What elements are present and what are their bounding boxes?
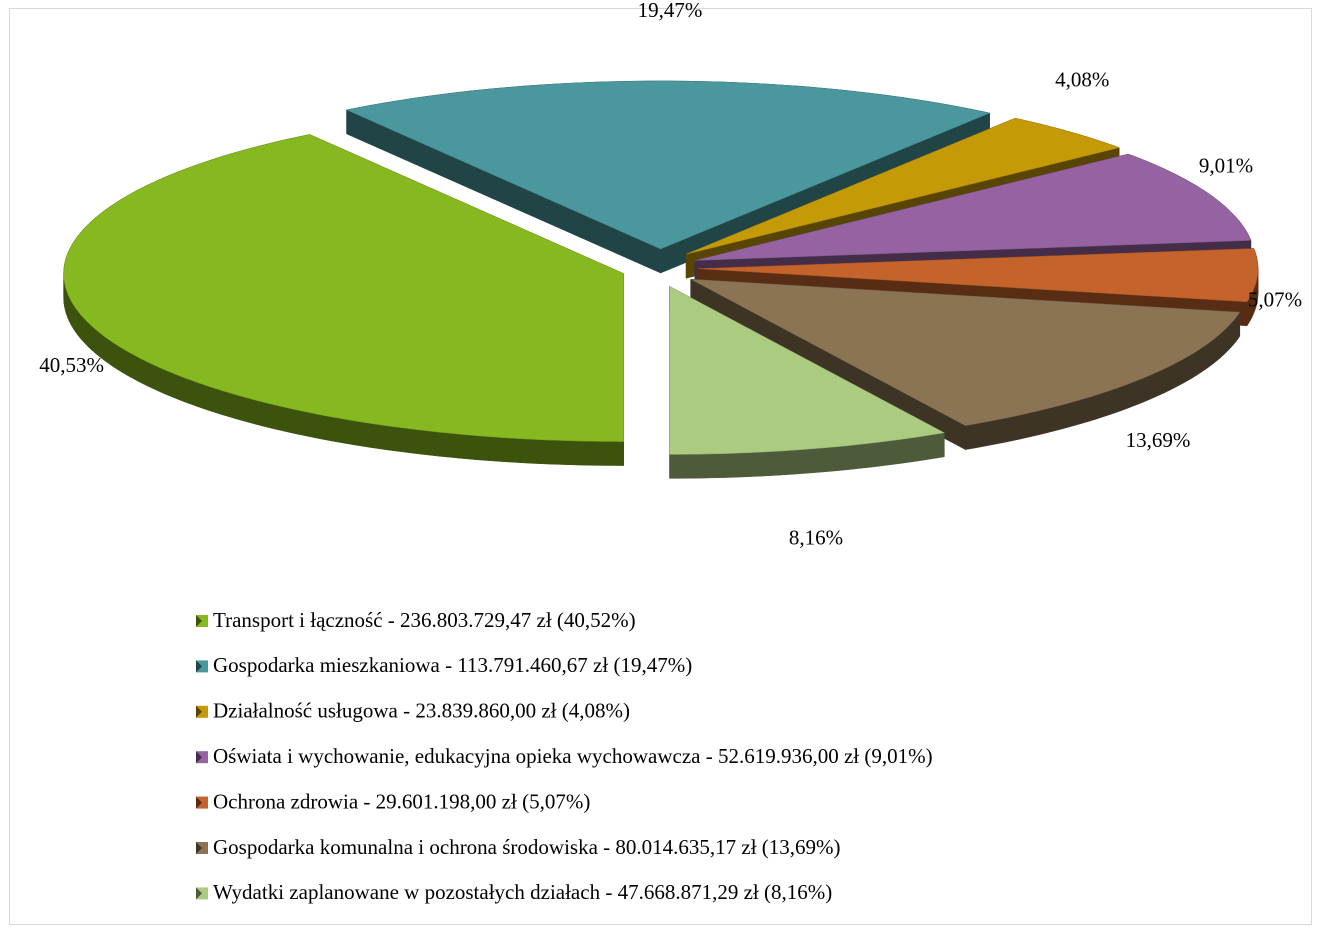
data-label: 8,16% <box>789 525 843 549</box>
legend-label: Oświata i wychowanie, edukacyjna opieka … <box>213 744 933 768</box>
slice <box>345 80 991 250</box>
legend-swatch-shade <box>196 751 202 764</box>
legend-swatch-shade <box>196 887 202 900</box>
legend-label: Gospodarka mieszkaniowa - 113.791.460,67… <box>213 653 692 677</box>
slice <box>669 285 946 455</box>
data-label: 9,01% <box>1199 153 1253 177</box>
legend-label: Działalność usługowa - 23.839.860,00 zł … <box>213 699 630 723</box>
legend-label: Gospodarka komunalna i ochrona środowisk… <box>213 835 841 859</box>
legend-swatch-shade <box>196 842 202 854</box>
slice <box>694 153 1252 261</box>
legend-label: Wydatki zaplanowane w pozostałych działa… <box>213 880 832 904</box>
slice <box>686 117 1121 255</box>
legend-swatch-shade <box>196 660 202 673</box>
data-label: 4,08% <box>1055 68 1109 92</box>
legend-swatch-shade <box>196 615 202 627</box>
slice <box>697 248 1259 303</box>
slice <box>690 278 1241 426</box>
data-label: 19,47% <box>638 0 703 22</box>
legend-swatch-shade <box>196 705 202 718</box>
slice <box>63 134 624 442</box>
data-label: 40,53% <box>39 353 104 377</box>
legend-swatch-shade <box>196 796 202 809</box>
data-label: 5,07% <box>1248 288 1302 312</box>
legend-label: Ochrona zdrowia - 29.601.198,00 zł (5,07… <box>213 789 590 813</box>
data-label: 13,69% <box>1126 428 1191 452</box>
legend-label: Transport i łączność - 236.803.729,47 zł… <box>213 608 636 632</box>
